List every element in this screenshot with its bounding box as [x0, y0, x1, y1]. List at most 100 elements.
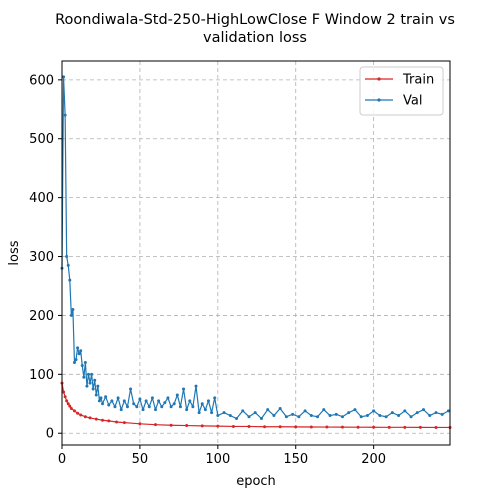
y-axis-ticks: 0 100 200 300 400 500 600 [29, 73, 62, 442]
series-train-point [278, 425, 282, 429]
series-train-point [68, 404, 72, 408]
series-val-point [141, 408, 145, 412]
series-val-point [353, 408, 357, 412]
series-val-point [278, 406, 282, 410]
series-val-point [222, 411, 226, 415]
series-train-point [247, 424, 251, 428]
legend-val-marker [377, 98, 381, 102]
series-train-point [387, 425, 391, 429]
series-train-point [434, 425, 438, 429]
series-val-point [206, 399, 210, 403]
y-tick-label: 200 [29, 309, 54, 324]
x-tick-label: 200 [361, 452, 386, 467]
series-val-point [365, 414, 369, 418]
series-val-point [191, 405, 195, 409]
y-tick-label: 300 [29, 250, 54, 265]
series-val-point [188, 399, 192, 403]
series-train-point [115, 420, 119, 424]
legend: Train Val [359, 66, 444, 116]
series-train-point [79, 413, 83, 417]
series-val-point [235, 417, 239, 420]
x-tick-label: 150 [283, 452, 308, 467]
series-val-point [163, 401, 167, 405]
series-val-point [72, 361, 76, 365]
series-val-point [422, 408, 426, 412]
series-val-point [372, 409, 376, 413]
series-val-point [82, 375, 86, 379]
series-val-point [340, 415, 344, 419]
series-val-point [110, 399, 114, 403]
series-val-point [291, 412, 295, 416]
series-val-point [259, 417, 263, 420]
series-val-point [91, 387, 95, 391]
plot-frame [61, 60, 451, 446]
series-val-point [71, 308, 75, 312]
series-val-point [94, 393, 98, 397]
series-val-point [210, 411, 214, 415]
series-val-point [96, 384, 100, 388]
series-val-point [69, 313, 73, 317]
series-val-point [266, 408, 270, 412]
x-tick-label: 100 [205, 452, 230, 467]
series-val-point [409, 415, 413, 419]
series-val-point [68, 278, 72, 282]
series-train-point [309, 425, 313, 429]
y-tick-label: 500 [29, 132, 54, 147]
series-val-point [384, 415, 388, 419]
series-val-point [150, 396, 154, 400]
series-val-point [182, 387, 186, 391]
series-val-point [62, 75, 66, 79]
series-train-point [169, 423, 173, 427]
series-train-point [185, 424, 189, 428]
series-val-point [129, 387, 133, 391]
series-val-point [65, 255, 69, 259]
series-val-point [316, 415, 320, 419]
series-val-point [77, 352, 81, 356]
series-val-point [328, 414, 332, 418]
series-val-point [97, 399, 101, 403]
series-val-point [272, 414, 276, 418]
series-val-point [178, 405, 182, 409]
series-val-point [132, 402, 136, 406]
series-train-point [325, 425, 329, 429]
series-train-point [356, 425, 360, 429]
series-train-point [340, 425, 344, 429]
series-val-point [86, 372, 90, 376]
series-val-point [247, 415, 251, 419]
series-val-point [390, 411, 394, 415]
series-train-point [372, 425, 376, 429]
y-tick-label: 100 [29, 368, 54, 383]
series-val-point [74, 358, 78, 362]
series-val-point [194, 384, 198, 388]
series-val-point [144, 399, 148, 403]
series-val-point [135, 405, 139, 409]
series-train-point [94, 417, 98, 421]
series-train-point [231, 424, 235, 428]
series-train-point [62, 390, 66, 394]
series-val-point [213, 396, 217, 400]
series-val-point [334, 412, 338, 416]
series-train-point [153, 423, 157, 427]
series-val-point [88, 381, 92, 385]
legend-train-marker [377, 77, 381, 81]
x-tick-label: 50 [132, 452, 149, 467]
series-val-point [93, 378, 97, 382]
series-val-point [200, 402, 204, 406]
series-val-point [253, 411, 257, 415]
series-train-point [72, 409, 76, 413]
series-val-point [107, 403, 111, 407]
series-val-point [415, 411, 419, 415]
series-val-point [216, 414, 220, 418]
series-val-point [79, 349, 83, 353]
chart-title-line-2: validation loss [203, 30, 307, 46]
series-train-point [101, 418, 105, 422]
grid-lines [61, 61, 450, 445]
x-tick-label: 0 [58, 452, 66, 467]
series-val-point [172, 402, 176, 406]
legend-train-label: Train [402, 73, 434, 88]
y-tick-label: 600 [29, 73, 54, 88]
series-val-point [169, 405, 173, 409]
series-train-point [76, 411, 80, 415]
series-val-point [153, 408, 157, 412]
series-val-point [76, 346, 80, 350]
